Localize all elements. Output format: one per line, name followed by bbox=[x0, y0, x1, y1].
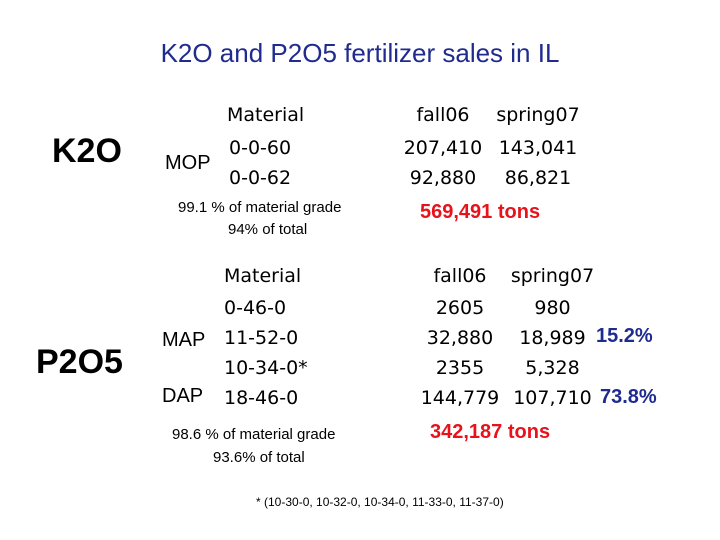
k2o-material-header: Material bbox=[227, 104, 305, 126]
p2o5-material: 10-34-0* bbox=[224, 357, 308, 379]
p2o5-material: 18-46-0 bbox=[224, 387, 299, 409]
k2o-material: 0-0-60 bbox=[229, 137, 292, 159]
k2o-fall-header: fall06 bbox=[416, 104, 470, 126]
p2o5-spring-value: 980 bbox=[534, 297, 571, 319]
page-title: K2O and P2O5 fertilizer sales in IL bbox=[160, 38, 560, 68]
k2o-note-grade: 99.1 % of material grade bbox=[178, 199, 342, 216]
p2o5-spring-value: 107,710 bbox=[513, 387, 592, 409]
k2o-spring-value: 86,821 bbox=[504, 167, 572, 189]
k2o-total: 569,491 tons bbox=[420, 201, 541, 223]
p2o5-spring-value: 18,989 bbox=[519, 327, 586, 349]
map-share: 15.2% bbox=[596, 325, 653, 347]
p2o5-material: 11-52-0 bbox=[224, 327, 299, 349]
p2o5-material-header: Material bbox=[224, 265, 302, 287]
p2o5-total: 342,187 tons bbox=[430, 421, 551, 443]
p2o5-label: P2O5 bbox=[36, 343, 123, 381]
p2o5-fall-value: 32,880 bbox=[426, 327, 494, 349]
p2o5-fall-header: fall06 bbox=[433, 265, 487, 287]
k2o-spring-value: 143,041 bbox=[498, 137, 578, 159]
p2o5-spring-value: 5,328 bbox=[525, 357, 580, 379]
k2o-label: K2O bbox=[52, 132, 122, 170]
mop-label: MOP bbox=[165, 152, 211, 174]
p2o5-fall-value: 2605 bbox=[435, 297, 485, 319]
k2o-note-total: 94% of total bbox=[228, 221, 308, 238]
k2o-fall-value: 207,410 bbox=[403, 137, 483, 159]
dap-label: DAP bbox=[162, 385, 204, 407]
map-label: MAP bbox=[162, 329, 206, 351]
footnote: * (10-30-0, 10-32-0, 10-34-0, 11-33-0, 1… bbox=[256, 495, 504, 509]
p2o5-fall-value: 2355 bbox=[435, 357, 485, 379]
p2o5-spring-header: spring07 bbox=[510, 265, 595, 287]
k2o-material: 0-0-62 bbox=[229, 167, 292, 189]
k2o-fall-value: 92,880 bbox=[409, 167, 477, 189]
p2o5-fall-value: 144,779 bbox=[420, 387, 500, 409]
p2o5-note-grade: 98.6 % of material grade bbox=[172, 426, 336, 443]
k2o-spring-header: spring07 bbox=[496, 104, 580, 126]
p2o5-material: 0-46-0 bbox=[224, 297, 287, 319]
dap-share: 73.8% bbox=[600, 386, 657, 408]
p2o5-note-total: 93.6% of total bbox=[213, 449, 305, 466]
